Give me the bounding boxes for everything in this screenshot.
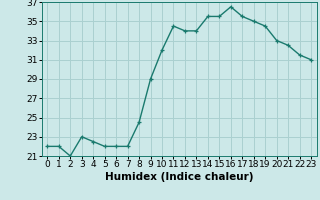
X-axis label: Humidex (Indice chaleur): Humidex (Indice chaleur): [105, 172, 253, 182]
